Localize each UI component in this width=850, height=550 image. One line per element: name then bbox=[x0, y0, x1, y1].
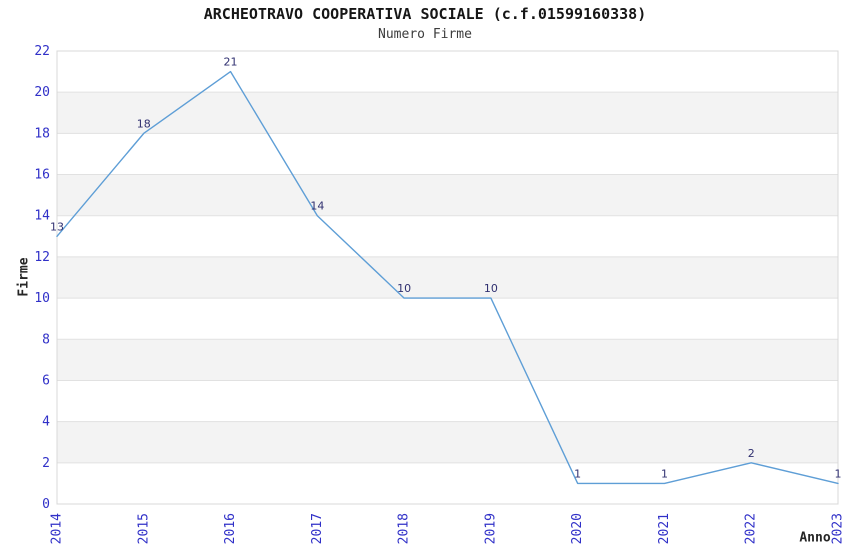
data-label: 2 bbox=[748, 447, 755, 460]
y-tick-label: 16 bbox=[34, 168, 50, 183]
x-tick-label: 2022 bbox=[744, 513, 759, 544]
data-label: 1 bbox=[835, 467, 842, 480]
grid-band bbox=[57, 92, 838, 134]
grid-band bbox=[57, 421, 838, 463]
data-label: 21 bbox=[224, 56, 238, 69]
y-tick-label: 14 bbox=[34, 209, 50, 224]
x-tick-label: 2023 bbox=[831, 513, 846, 544]
x-axis-label: Anno bbox=[799, 530, 831, 546]
y-tick-label: 20 bbox=[34, 85, 50, 100]
data-label: 1 bbox=[661, 467, 668, 480]
x-tick-label: 2018 bbox=[397, 513, 412, 544]
chart-title: ARCHEOTRAVO COOPERATIVA SOCIALE (c.f.015… bbox=[203, 5, 647, 23]
grid-band bbox=[57, 256, 838, 299]
data-label: 13 bbox=[50, 220, 64, 233]
x-tick-label: 2015 bbox=[136, 513, 151, 544]
y-tick-label: 2 bbox=[42, 456, 50, 471]
y-tick-label: 18 bbox=[34, 126, 50, 141]
x-tick-label: 2016 bbox=[223, 513, 238, 544]
data-label: 18 bbox=[137, 117, 151, 130]
y-tick-label: 8 bbox=[42, 332, 50, 347]
data-label: 10 bbox=[484, 282, 498, 295]
x-tick-label: 2021 bbox=[657, 513, 672, 544]
grid-band bbox=[57, 339, 838, 381]
y-tick-label: 12 bbox=[34, 250, 50, 265]
grid-band bbox=[57, 174, 838, 216]
x-tick-label: 2019 bbox=[483, 513, 498, 544]
data-label: 1 bbox=[574, 467, 581, 480]
y-tick-label: 4 bbox=[42, 415, 50, 430]
y-tick-label: 22 bbox=[34, 44, 50, 59]
x-tick-label: 2020 bbox=[570, 513, 585, 544]
y-tick-label: 6 bbox=[42, 373, 50, 388]
plot-border bbox=[56, 50, 839, 505]
x-tick-label: 2014 bbox=[50, 513, 65, 544]
y-tick-label: 10 bbox=[34, 291, 50, 306]
data-label: 10 bbox=[397, 282, 411, 295]
data-line bbox=[56, 70, 839, 485]
x-tick-label: 2017 bbox=[310, 513, 325, 544]
data-label: 14 bbox=[310, 200, 324, 213]
chart-subtitle: Numero Firme bbox=[378, 27, 472, 42]
y-tick-label: 0 bbox=[42, 497, 50, 512]
